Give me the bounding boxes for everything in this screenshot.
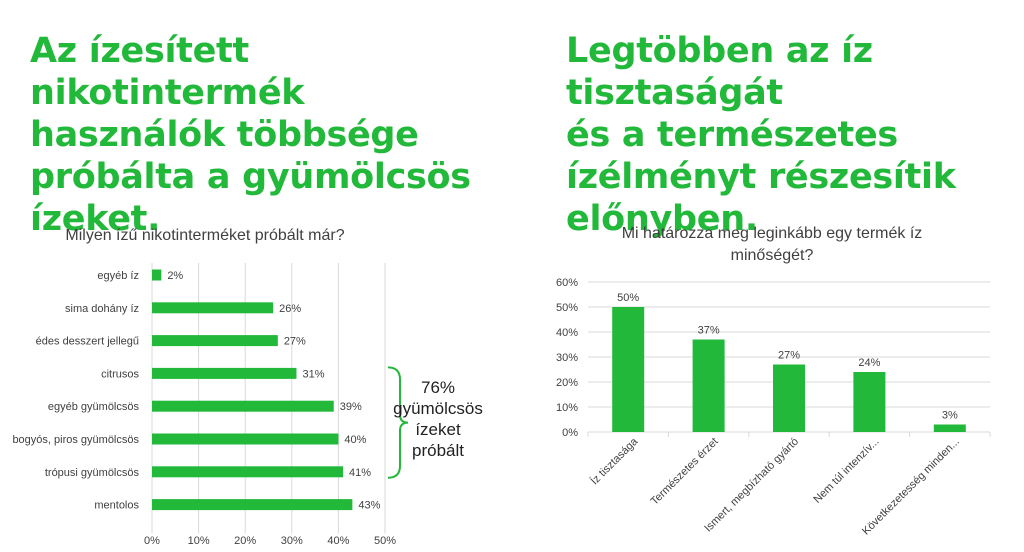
- x-tick-label: 30%: [281, 535, 303, 547]
- bar-value-label: 26%: [279, 303, 301, 315]
- y-tick-label: 50%: [556, 302, 578, 314]
- bar-value-label: 50%: [617, 292, 639, 304]
- bar-value-label: 2%: [167, 270, 183, 282]
- y-tick-label: 30%: [556, 352, 578, 364]
- category-label: citrusos: [101, 368, 139, 380]
- bar: [152, 466, 344, 478]
- x-tick-label: 40%: [327, 535, 349, 547]
- chart-right-title: minőségét?: [731, 247, 814, 264]
- bar: [933, 424, 966, 432]
- bar: [853, 372, 886, 432]
- bracket-annotation-line: 76%: [421, 378, 455, 397]
- category-label: egyéb gyümölcsös: [48, 401, 140, 413]
- category-label: mentolos: [94, 500, 139, 512]
- bracket-annotation-line: ízeket: [415, 420, 461, 439]
- bar-value-label: 27%: [284, 336, 306, 348]
- chart-right-title: Mi határozza meg leginkább egy termék íz: [622, 225, 923, 242]
- bracket-annotation-line: gyümölcsös: [393, 399, 483, 418]
- x-tick-label: 20%: [234, 535, 256, 547]
- category-label: Természetes érzet: [649, 436, 721, 508]
- bar: [152, 269, 162, 281]
- bar-value-label: 39%: [340, 401, 362, 413]
- bar: [612, 307, 645, 432]
- bar-value-label: 31%: [302, 368, 324, 380]
- bar: [773, 364, 805, 432]
- fruit-group-bracket: [387, 366, 409, 479]
- bar-value-label: 43%: [358, 500, 380, 512]
- bar-value-label: 24%: [858, 357, 880, 369]
- category-label: Nem túl intenzív...: [811, 436, 881, 506]
- bar-value-label: 3%: [942, 410, 958, 422]
- category-label: édes desszert jellegű: [36, 336, 139, 348]
- category-label: trópusi gyümölcsös: [45, 467, 140, 479]
- bar-value-label: 40%: [344, 434, 366, 446]
- bar: [152, 367, 297, 379]
- bar-value-label: 41%: [349, 467, 371, 479]
- category-label: Következetesség minden...: [860, 436, 962, 538]
- x-tick-label: 50%: [374, 535, 396, 547]
- y-tick-label: 20%: [556, 377, 578, 389]
- category-label: bogyós, piros gyümölcsös: [12, 434, 139, 446]
- category-label: Ismert, megbízható gyártó: [702, 436, 801, 535]
- category-label: sima dohány íz: [65, 303, 139, 315]
- bar: [152, 400, 334, 412]
- chart-left-title: Milyen ízű nikotinterméket próbált már?: [65, 227, 344, 244]
- headline-right: Legtöbben az íz tisztaságát és a termész…: [566, 31, 956, 239]
- bar: [152, 302, 274, 314]
- taste-quality-bar-chart: Mi határozza meg leginkább egy termék íz…: [556, 225, 991, 538]
- bar: [152, 499, 353, 511]
- category-label: Íz tisztasága: [588, 434, 641, 487]
- bar: [692, 339, 725, 432]
- category-label: egyéb íz: [97, 270, 139, 282]
- y-tick-label: 40%: [556, 327, 578, 339]
- headline-left: Az ízesített nikotintermék használók töb…: [30, 31, 471, 239]
- flavor-tried-bar-chart: Milyen ízű nikotinterméket próbált már? 0…: [12, 227, 483, 547]
- y-tick-label: 0%: [562, 427, 578, 439]
- bar: [152, 335, 278, 347]
- y-tick-label: 10%: [556, 402, 578, 414]
- bar: [152, 433, 339, 445]
- x-tick-label: 0%: [144, 535, 160, 547]
- bracket-annotation-line: próbált: [412, 441, 464, 460]
- y-tick-label: 60%: [556, 277, 578, 289]
- bar-value-label: 37%: [698, 325, 720, 337]
- x-tick-label: 10%: [188, 535, 210, 547]
- bar-value-label: 27%: [778, 350, 800, 362]
